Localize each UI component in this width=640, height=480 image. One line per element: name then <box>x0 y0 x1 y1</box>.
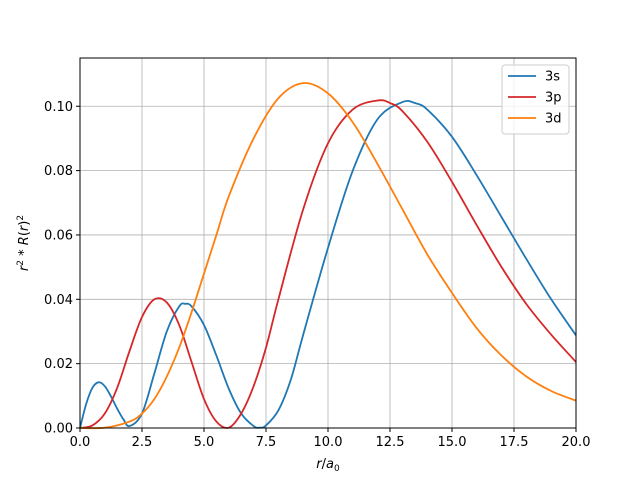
x-tick-label: 17.5 <box>500 435 529 450</box>
series-line-3d <box>79 82 577 430</box>
y-tick-label: 0.00 <box>44 422 73 437</box>
legend-label-3s: 3s <box>545 70 560 85</box>
legend-label-3d: 3d <box>545 112 562 127</box>
x-tick-label: 2.5 <box>132 435 153 450</box>
x-tick-label: 12.5 <box>376 435 405 450</box>
x-tick-label: 15.0 <box>438 435 467 450</box>
series-line-3s <box>79 99 577 429</box>
x-tick-label: 7.5 <box>256 435 277 450</box>
y-axis-title: r2 * R(r)2 <box>16 215 32 271</box>
y-tick-label: 0.02 <box>44 357 73 372</box>
x-axis-ticks: 0.0 2.5 5.0 7.5 10.0 12.5 15.0 17.5 20.0 <box>70 428 591 450</box>
y-axis-ticks: 0.00 0.02 0.04 0.06 0.08 0.10 <box>44 100 80 437</box>
legend-box <box>501 64 570 135</box>
y-tick-label: 0.10 <box>44 100 73 115</box>
x-tick-label: 20.0 <box>562 435 591 450</box>
x-tick-label: 10.0 <box>314 435 343 450</box>
legend-label-3p: 3p <box>545 91 562 106</box>
y-tick-label: 0.04 <box>44 293 73 308</box>
series-line-3p <box>79 99 577 429</box>
legend: 3s 3p 3d <box>501 64 570 135</box>
x-tick-label: 0.0 <box>70 435 91 450</box>
y-tick-label: 0.06 <box>44 228 73 243</box>
y-tick-label: 0.08 <box>44 164 73 179</box>
series-layer <box>79 82 577 430</box>
x-tick-label: 5.0 <box>194 435 215 450</box>
